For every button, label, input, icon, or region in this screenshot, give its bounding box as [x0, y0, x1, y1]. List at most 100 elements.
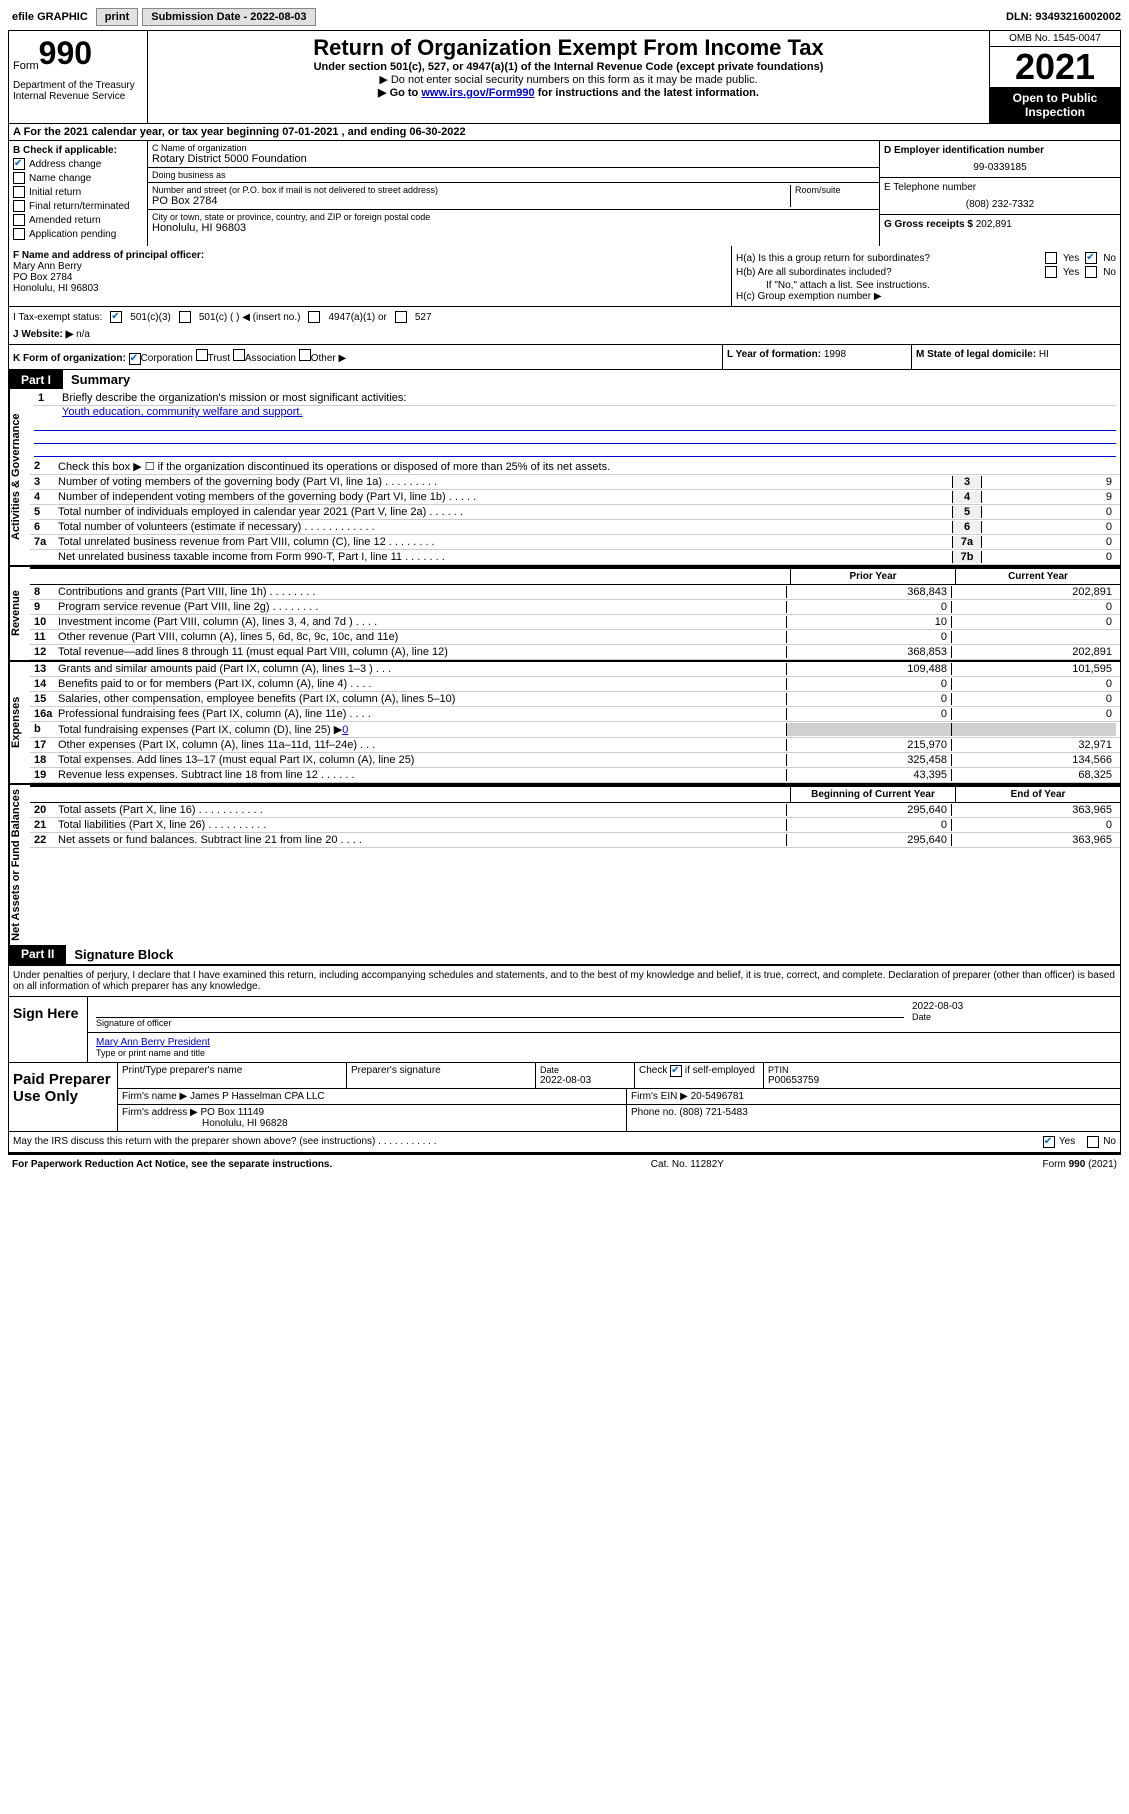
firm-addr-label: Firm's address ▶ — [122, 1107, 198, 1118]
side-gov: Activities & Governance — [9, 389, 30, 565]
other-label: Other ▶ — [311, 353, 346, 364]
line7b-text: Net unrelated business taxable income fr… — [58, 551, 952, 563]
org-name-label: C Name of organization — [152, 143, 875, 153]
i-label: I Tax-exempt status: — [13, 312, 102, 323]
hb-no-checkbox[interactable] — [1085, 266, 1097, 278]
ha-label: H(a) Is this a group return for subordin… — [736, 253, 1039, 264]
trust-checkbox[interactable] — [196, 349, 208, 361]
b-label: B Check if applicable: — [13, 145, 143, 156]
street-val: PO Box 2784 — [152, 195, 790, 207]
line6-text: Total number of volunteers (estimate if … — [58, 521, 952, 533]
corp-checkbox[interactable] — [129, 353, 141, 365]
assoc-checkbox[interactable] — [233, 349, 245, 361]
irs-link[interactable]: www.irs.gov/Form990 — [421, 87, 534, 99]
l15: Salaries, other compensation, employee b… — [58, 693, 786, 705]
l20: Total assets (Part X, line 16) . . . . .… — [58, 804, 786, 816]
p11: 0 — [786, 631, 951, 643]
header-right: OMB No. 1545-0047 2021 Open to Public In… — [989, 31, 1120, 123]
prep-left: Paid Preparer Use Only — [9, 1063, 118, 1131]
v5: 0 — [982, 506, 1116, 518]
print-button[interactable]: print — [96, 8, 138, 26]
sig-text: Under penalties of perjury, I declare th… — [9, 966, 1120, 996]
phone-label: Phone no. — [631, 1107, 677, 1118]
p14: 0 — [786, 678, 951, 690]
col-b: B Check if applicable: Address change Na… — [9, 141, 148, 246]
form-title: Return of Organization Exempt From Incom… — [152, 35, 985, 61]
l10: Investment income (Part VIII, column (A)… — [58, 616, 786, 628]
name-change-checkbox[interactable] — [13, 172, 25, 184]
discuss-no: No — [1103, 1136, 1116, 1148]
501c3-checkbox[interactable] — [110, 311, 122, 323]
hdr-begin: Beginning of Current Year — [790, 787, 955, 802]
form-subtitle: Under section 501(c), 527, or 4947(a)(1)… — [152, 61, 985, 73]
footer-mid: Cat. No. 11282Y — [651, 1159, 724, 1170]
527-checkbox[interactable] — [395, 311, 407, 323]
sign-here: Sign Here — [9, 997, 88, 1062]
sig-name: Mary Ann Berry President — [96, 1037, 1112, 1048]
header-mid: Return of Organization Exempt From Incom… — [148, 31, 989, 123]
l12: Total revenue—add lines 8 through 11 (mu… — [58, 646, 786, 658]
addr-change-label: Address change — [29, 159, 101, 170]
tel-val: (808) 232-7332 — [884, 199, 1116, 210]
submission-date-button[interactable]: Submission Date - 2022-08-03 — [142, 8, 315, 26]
c18: 134,566 — [951, 754, 1116, 766]
l-val: 1998 — [824, 349, 846, 360]
l17: Other expenses (Part IX, column (A), lin… — [58, 739, 786, 751]
self-emp-checkbox[interactable] — [670, 1065, 682, 1077]
dln-label: DLN: 93493216002002 — [1006, 11, 1121, 23]
other-checkbox[interactable] — [299, 349, 311, 361]
app-pending-checkbox[interactable] — [13, 228, 25, 240]
summary-gov: Activities & Governance 1Briefly describ… — [9, 389, 1120, 565]
side-rev: Revenue — [9, 567, 30, 660]
ha-yes-checkbox[interactable] — [1045, 252, 1057, 264]
k-mid: L Year of formation: 1998 — [722, 345, 911, 369]
l11: Other revenue (Part VIII, column (A), li… — [58, 631, 786, 643]
ha-no-checkbox[interactable] — [1085, 252, 1097, 264]
prep-sig-label: Preparer's signature — [347, 1063, 536, 1088]
addr-change-checkbox[interactable] — [13, 158, 25, 170]
l-label: L Year of formation: — [727, 349, 821, 360]
p18: 325,458 — [786, 754, 951, 766]
501c-checkbox[interactable] — [179, 311, 191, 323]
prep-date: 2022-08-03 — [540, 1075, 630, 1086]
line2-pre: ▶ Go to — [378, 87, 421, 99]
p15: 0 — [786, 693, 951, 705]
v3: 9 — [982, 476, 1116, 488]
discuss-yes-checkbox[interactable] — [1043, 1136, 1055, 1148]
k-left: K Form of organization: Corporation Trus… — [9, 345, 722, 369]
final-checkbox[interactable] — [13, 200, 25, 212]
c17: 32,971 — [951, 739, 1116, 751]
l18: Total expenses. Add lines 13–17 (must eq… — [58, 754, 786, 766]
open-public: Open to Public Inspection — [990, 87, 1120, 123]
initial-checkbox[interactable] — [13, 186, 25, 198]
501c-label: 501(c) ( ) ◀ (insert no.) — [199, 312, 301, 323]
summary-net: Net Assets or Fund Balances Beginning of… — [9, 783, 1120, 945]
footer: For Paperwork Reduction Act Notice, see … — [8, 1153, 1121, 1174]
527-label: 527 — [415, 312, 432, 323]
hb-yes-checkbox[interactable] — [1045, 266, 1057, 278]
amended-checkbox[interactable] — [13, 214, 25, 226]
line2-text: Check this box ▶ ☐ if the organization d… — [58, 460, 1116, 473]
gross-val: 202,891 — [976, 219, 1012, 230]
l16a: Professional fundraising fees (Part IX, … — [58, 708, 786, 720]
hb-no: No — [1103, 267, 1116, 278]
part1-label: Part I — [9, 371, 63, 389]
p13: 109,488 — [786, 663, 951, 675]
l9: Program service revenue (Part VIII, line… — [58, 601, 786, 613]
l21: Total liabilities (Part X, line 26) . . … — [58, 819, 786, 831]
501c3-label: 501(c)(3) — [130, 312, 171, 323]
ein-val: 99-0339185 — [884, 162, 1116, 173]
part1-header: Part I Summary — [9, 370, 1120, 389]
col-c: C Name of organization Rotary District 5… — [148, 141, 879, 246]
mission: Youth education, community welfare and s… — [34, 406, 1116, 418]
final-label: Final return/terminated — [29, 201, 130, 212]
topbar: efile GRAPHIC print Submission Date - 20… — [8, 8, 1121, 26]
firm-name: James P Hasselman CPA LLC — [190, 1091, 325, 1102]
line3-text: Number of voting members of the governin… — [58, 476, 952, 488]
ha-yes: Yes — [1063, 253, 1079, 264]
discuss-no-checkbox[interactable] — [1087, 1136, 1099, 1148]
firm-name-label: Firm's name ▶ — [122, 1091, 187, 1102]
p16a: 0 — [786, 708, 951, 720]
section-ij: I Tax-exempt status: 501(c)(3) 501(c) ( … — [9, 307, 1120, 345]
4947-checkbox[interactable] — [308, 311, 320, 323]
